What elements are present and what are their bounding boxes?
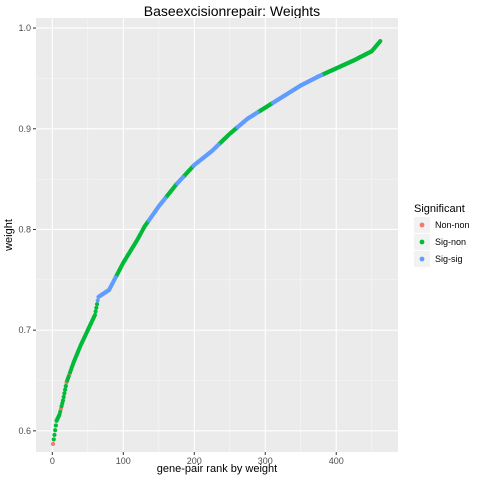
data-point xyxy=(60,398,66,403)
x-tick-label: 0 xyxy=(50,456,55,466)
y-tick-label: 0.9 xyxy=(18,124,31,134)
x-axis-title: gene-pair rank by weight xyxy=(157,463,277,475)
data-point xyxy=(53,423,58,428)
legend-marker xyxy=(419,222,425,228)
x-tick-label: 300 xyxy=(258,456,273,466)
data-point xyxy=(95,298,100,303)
data-point xyxy=(93,309,98,314)
legend-marker xyxy=(419,239,425,245)
data-point xyxy=(53,428,58,433)
legend-label: Sig-non xyxy=(435,237,466,247)
data-point xyxy=(163,196,168,201)
data-point xyxy=(378,39,383,44)
x-axis: 0 100 200 300 400 xyxy=(50,452,344,466)
legend: Significant Non-non Sig-non Sig-sig xyxy=(414,203,470,267)
chart-title: Baseexcisionrepair: Weights xyxy=(144,3,320,19)
data-point xyxy=(180,175,186,180)
data-point xyxy=(216,142,221,147)
data-point xyxy=(66,374,71,379)
legend-label: Non-non xyxy=(435,220,470,230)
data-point xyxy=(94,305,99,310)
data-point xyxy=(255,110,260,115)
y-tick-label: 0.8 xyxy=(18,224,31,234)
data-point xyxy=(63,384,68,389)
data-point xyxy=(58,409,63,415)
plot-panel xyxy=(36,18,398,452)
data-point xyxy=(50,441,56,447)
legend-title: Significant xyxy=(414,203,465,215)
x-tick-label: 100 xyxy=(116,456,131,466)
data-point xyxy=(92,312,98,318)
data-point xyxy=(51,437,56,442)
data-point xyxy=(62,391,67,396)
data-points xyxy=(50,39,383,447)
data-point xyxy=(61,394,66,400)
y-tick-label: 0.6 xyxy=(18,426,31,436)
data-point xyxy=(94,302,100,307)
data-point xyxy=(63,387,68,392)
y-axis: 0.6 0.7 0.8 0.9 1.0 xyxy=(18,23,36,436)
y-tick-label: 1.0 xyxy=(18,23,31,33)
y-tick-label: 0.7 xyxy=(18,325,31,335)
data-point xyxy=(113,275,118,280)
legend-marker xyxy=(419,256,425,262)
grid-lines xyxy=(36,18,398,452)
data-point xyxy=(52,432,57,437)
y-axis-title: weight xyxy=(3,219,15,252)
x-tick-label: 400 xyxy=(329,456,344,466)
data-point xyxy=(319,73,324,78)
legend-label: Sig-sig xyxy=(435,254,463,264)
x-tick-label: 200 xyxy=(187,456,202,466)
